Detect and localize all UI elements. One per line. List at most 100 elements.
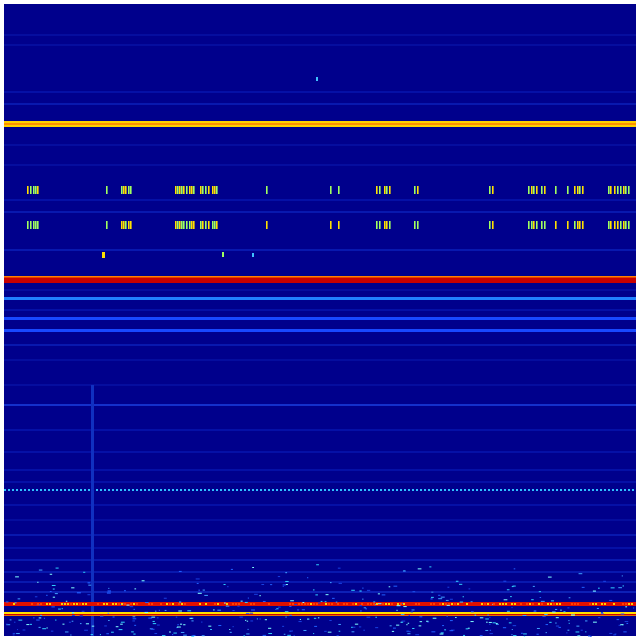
noise — [312, 589, 315, 591]
noise — [407, 633, 411, 635]
noise — [217, 603, 219, 605]
noise — [336, 635, 339, 637]
noise — [187, 610, 192, 612]
noise — [177, 624, 179, 626]
noise — [223, 584, 226, 586]
noise — [225, 605, 230, 607]
noise — [133, 633, 136, 635]
noise — [316, 564, 319, 566]
noise — [50, 630, 54, 632]
noise — [85, 623, 90, 625]
noise — [360, 610, 362, 612]
noise — [131, 631, 134, 633]
noise — [246, 633, 250, 635]
noise — [417, 568, 422, 570]
noise — [38, 626, 41, 628]
burst — [379, 221, 381, 229]
noise — [205, 603, 207, 605]
noise — [451, 629, 455, 631]
noise — [467, 627, 470, 629]
noise — [90, 634, 94, 636]
burst — [106, 221, 108, 229]
burst — [379, 186, 381, 194]
burst — [212, 186, 214, 194]
burst — [189, 221, 191, 229]
noise — [313, 633, 315, 635]
burst — [610, 186, 612, 194]
noise — [430, 603, 432, 605]
noise — [503, 580, 507, 582]
burst — [189, 186, 191, 194]
noise — [141, 580, 145, 582]
noise — [210, 628, 212, 630]
noise — [115, 626, 119, 628]
noise — [16, 629, 19, 631]
noise — [465, 628, 469, 630]
noise — [120, 621, 125, 623]
noise — [575, 631, 580, 633]
noise — [71, 620, 74, 622]
noise — [26, 624, 30, 626]
noise — [184, 603, 186, 605]
noise — [307, 603, 309, 605]
noise — [427, 621, 430, 623]
noise — [107, 590, 111, 592]
noise — [506, 610, 510, 612]
noise — [337, 567, 341, 569]
noise — [418, 625, 422, 627]
noise — [375, 616, 377, 618]
noise — [237, 605, 240, 607]
noise — [448, 603, 450, 605]
noise — [85, 603, 87, 605]
noise — [363, 607, 367, 609]
noise — [412, 591, 416, 593]
noise — [625, 603, 627, 605]
noise — [407, 622, 410, 624]
burst — [384, 186, 386, 194]
noise — [455, 580, 459, 582]
noise — [124, 603, 126, 605]
noise — [17, 598, 21, 600]
noise — [324, 601, 327, 603]
yellow-band-core — [4, 123, 636, 125]
burst — [35, 221, 37, 229]
noise — [195, 578, 200, 580]
noise — [487, 614, 489, 616]
noise — [337, 603, 339, 605]
noise — [6, 624, 11, 626]
noise — [533, 610, 537, 612]
noise — [468, 588, 471, 590]
noise — [366, 616, 371, 618]
noise — [133, 603, 135, 605]
noise — [588, 635, 591, 637]
noise — [402, 570, 406, 572]
burst — [617, 186, 619, 194]
noise — [79, 615, 83, 617]
burst — [376, 221, 378, 229]
noise — [202, 589, 205, 591]
noise — [70, 603, 72, 605]
noise — [158, 609, 160, 611]
noise — [331, 603, 333, 605]
noise — [358, 626, 362, 628]
noise — [567, 607, 570, 609]
noise — [585, 620, 588, 622]
burst — [33, 221, 35, 229]
noise — [362, 587, 364, 589]
noise — [623, 631, 627, 633]
noise — [471, 611, 474, 613]
noise — [199, 603, 201, 605]
noise — [512, 585, 516, 587]
noise — [292, 603, 294, 605]
noise — [303, 629, 307, 631]
noise — [160, 603, 162, 605]
noise — [592, 590, 596, 592]
noise — [388, 603, 390, 605]
noise — [250, 620, 254, 622]
burst — [214, 186, 216, 194]
noise — [144, 611, 149, 613]
noise — [418, 603, 420, 605]
noise — [111, 631, 114, 633]
burst — [30, 186, 32, 194]
burst — [181, 221, 183, 229]
